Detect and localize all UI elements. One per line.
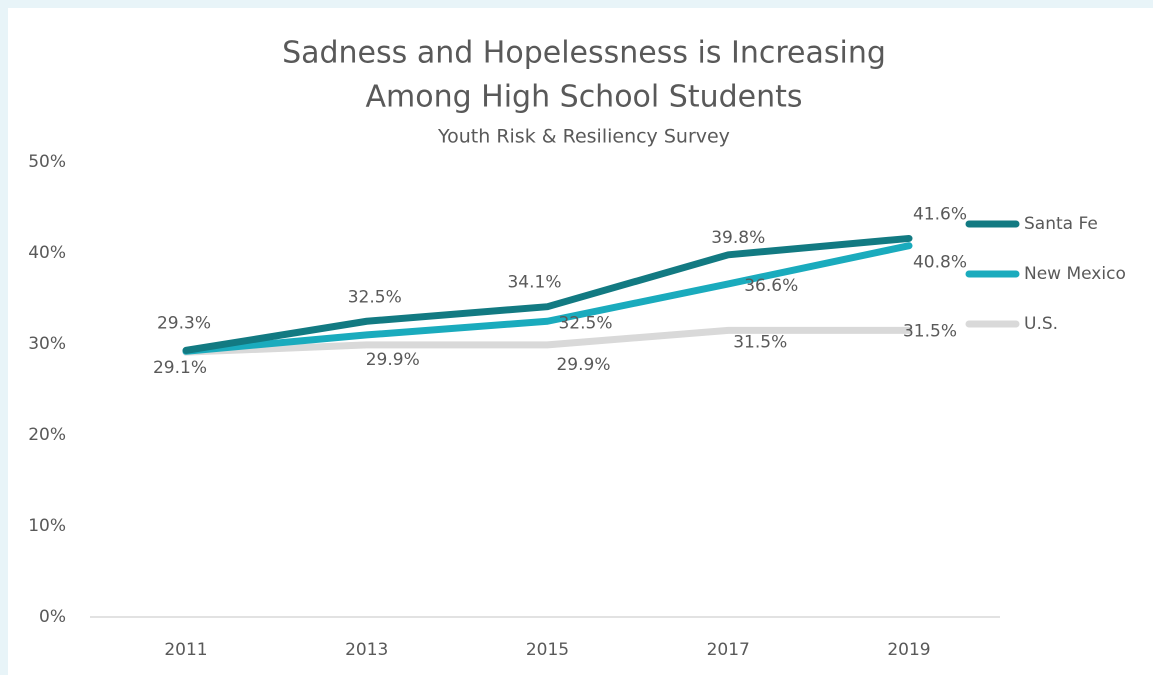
data-label: 32.5% bbox=[348, 287, 402, 307]
legend-label: Santa Fe bbox=[1024, 214, 1098, 234]
series-line bbox=[182, 326, 913, 356]
chart-subtitle: Youth Risk & Resiliency Survey bbox=[437, 126, 730, 148]
data-label: 31.5% bbox=[733, 332, 787, 352]
y-tick-label: 10% bbox=[28, 516, 66, 536]
x-tick-label: 2011 bbox=[164, 640, 207, 660]
y-tick-label: 40% bbox=[28, 243, 66, 263]
data-label: 32.5% bbox=[558, 313, 612, 333]
x-tick-label: 2013 bbox=[345, 640, 388, 660]
y-tick-label: 20% bbox=[28, 425, 66, 445]
data-label: 39.8% bbox=[711, 228, 765, 248]
series-line bbox=[182, 234, 913, 354]
series-line bbox=[182, 242, 913, 355]
chart-title: Among High School Students bbox=[365, 80, 802, 115]
legend-label: U.S. bbox=[1024, 314, 1058, 334]
data-label: 34.1% bbox=[507, 273, 561, 293]
data-label: 40.8% bbox=[913, 253, 967, 273]
y-tick-label: 50% bbox=[28, 152, 66, 172]
chart-title: Sadness and Hopelessness is Increasing bbox=[282, 36, 886, 71]
y-tick-label: 30% bbox=[28, 334, 66, 354]
x-tick-label: 2015 bbox=[526, 640, 569, 660]
data-label: 29.1% bbox=[153, 358, 207, 378]
data-label: 31.5% bbox=[903, 321, 957, 341]
data-label: 29.9% bbox=[366, 350, 420, 370]
legend-label: New Mexico bbox=[1024, 264, 1126, 284]
x-tick-label: 2017 bbox=[707, 640, 750, 660]
y-tick-label: 0% bbox=[39, 607, 66, 627]
data-label: 41.6% bbox=[913, 204, 967, 224]
data-label: 36.6% bbox=[744, 276, 798, 296]
x-tick-label: 2019 bbox=[887, 640, 930, 660]
data-label: 29.9% bbox=[556, 355, 610, 375]
data-label: 29.3% bbox=[157, 313, 211, 333]
